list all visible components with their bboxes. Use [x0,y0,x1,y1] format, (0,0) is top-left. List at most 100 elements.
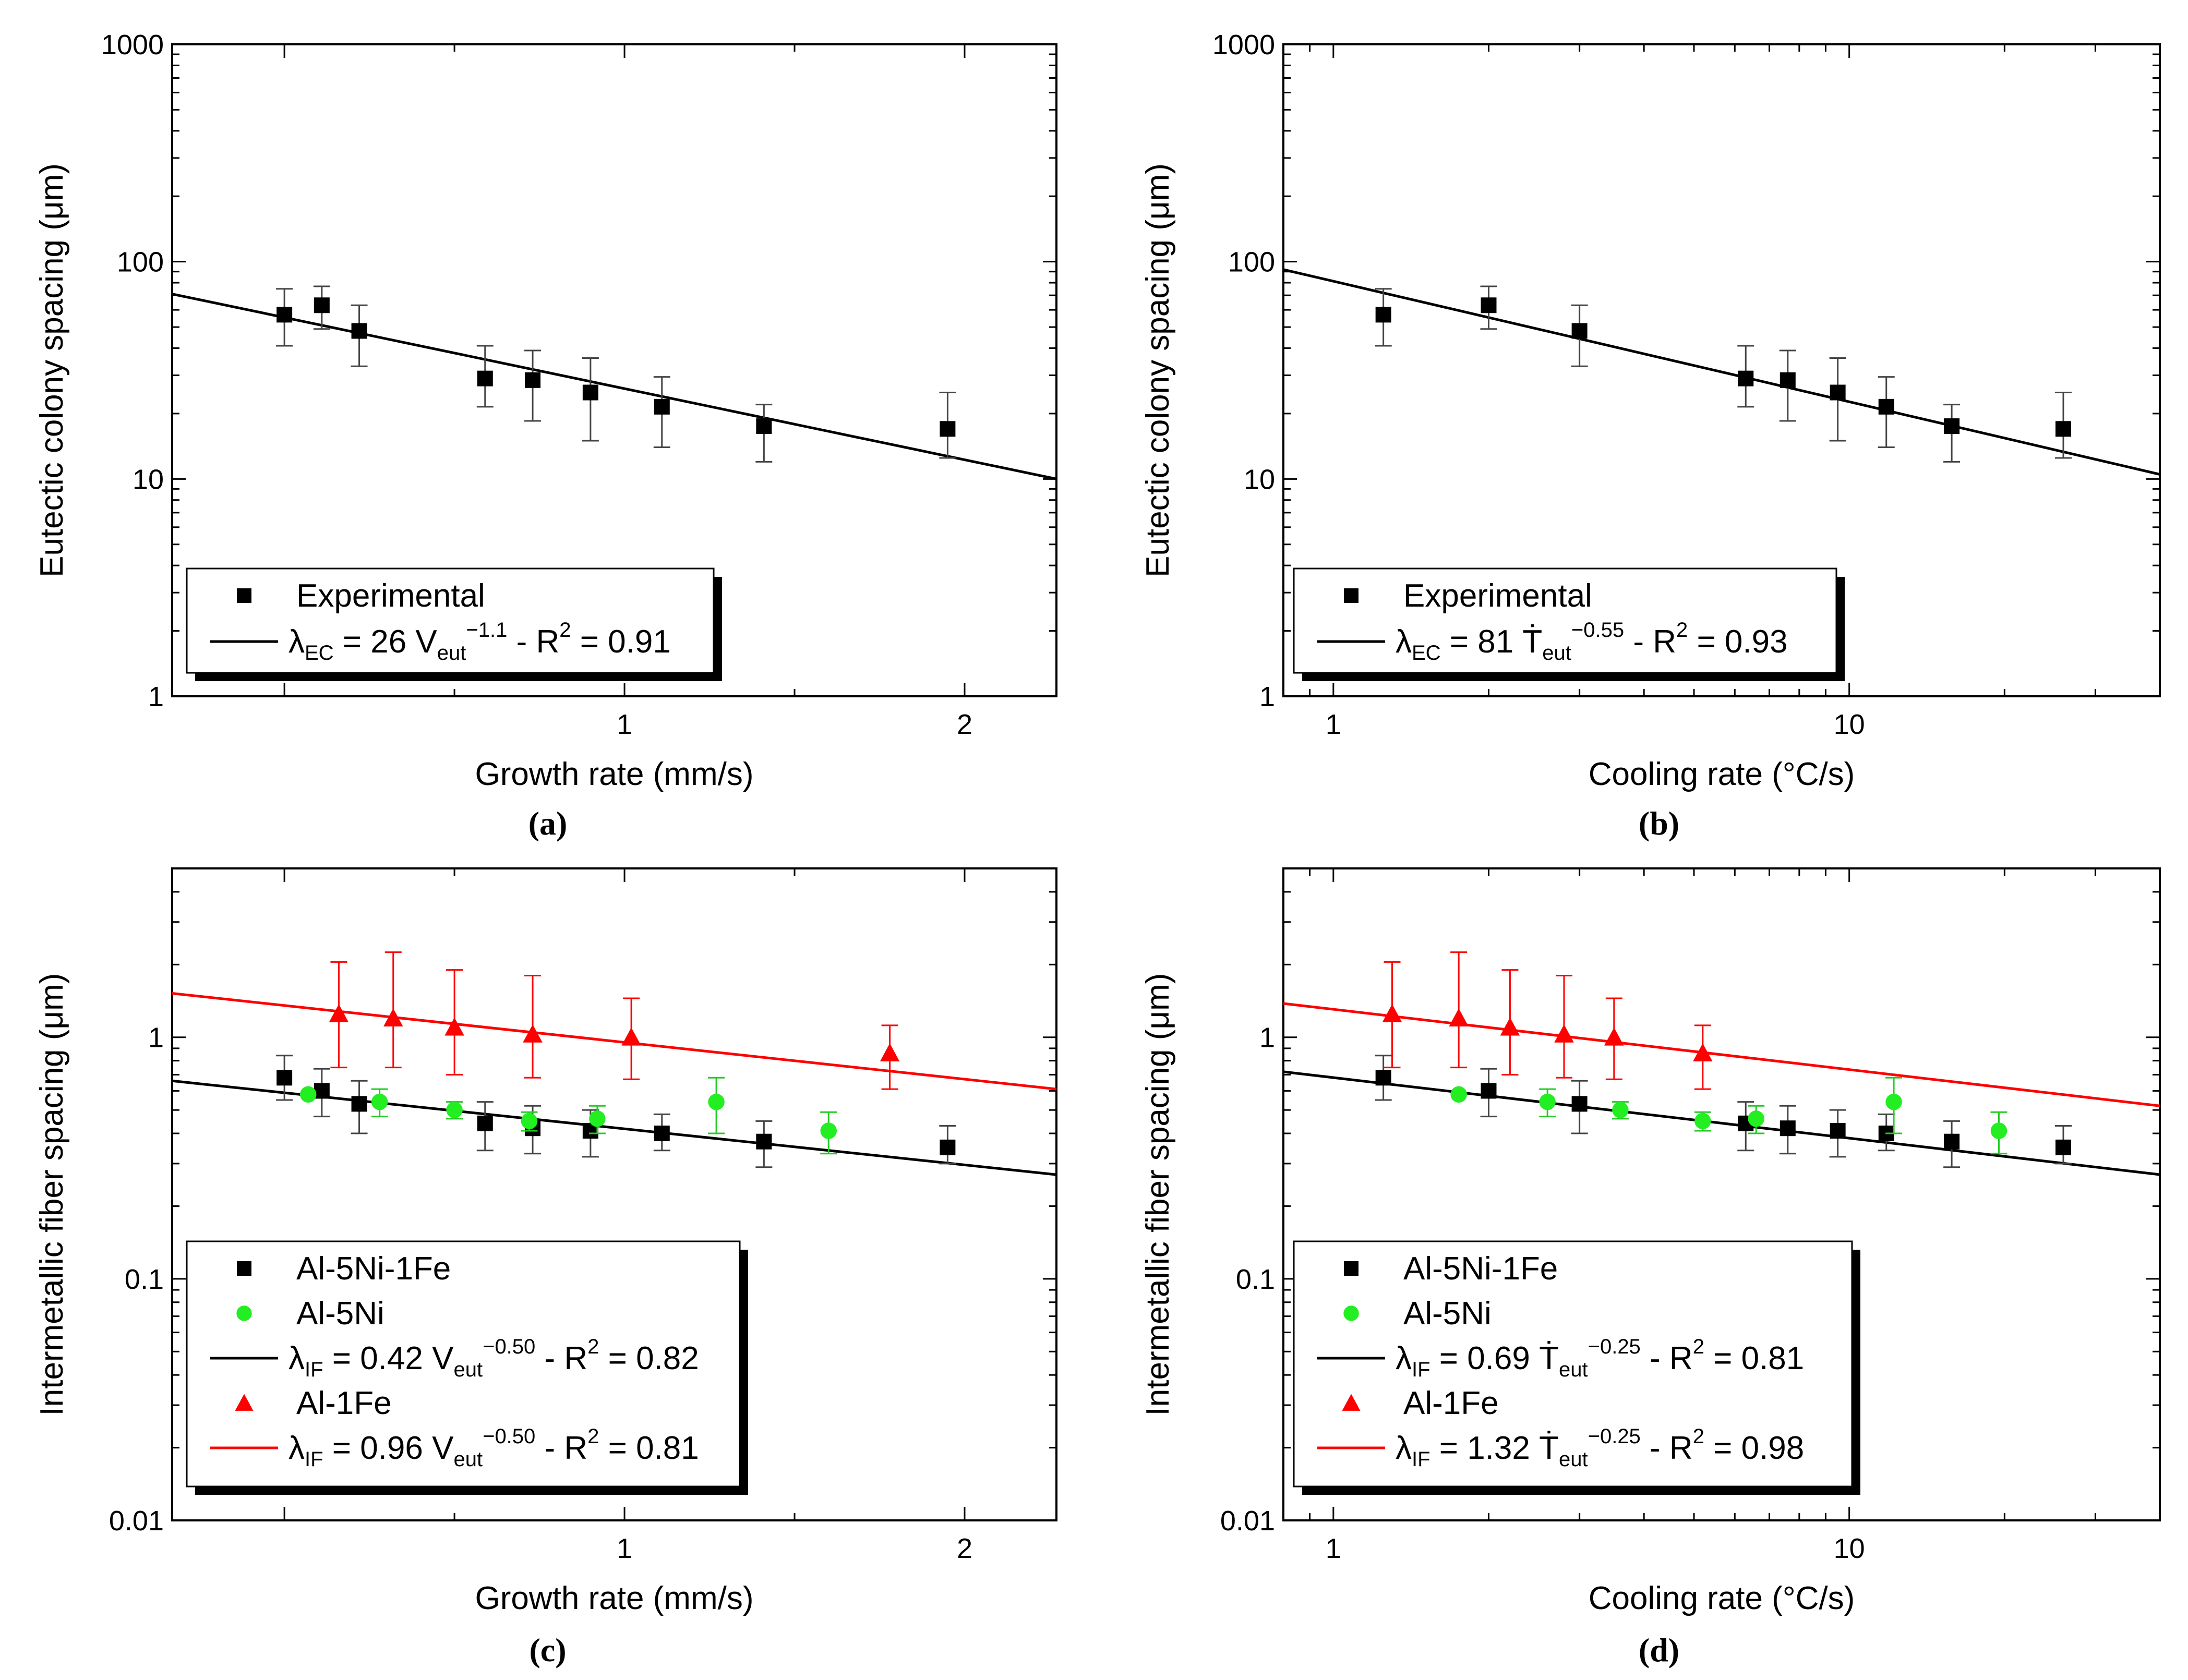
legend: Experimental λEC = 81 Ṫeut−0.55 - R2 = 0.… [1293,567,1845,681]
eq-symbol: λ [288,1430,305,1466]
plot-frame [1282,43,2161,697]
legend-label: Experimental [296,578,485,614]
eq-body: = 26 V [334,624,438,660]
legend-equation: λEC = 81 Ṫeut−0.55 - R2 = 0.93 [1396,619,1788,664]
point-al-5ni [820,1122,837,1139]
point-al-5ni-1fe [1944,1133,1960,1150]
eq-subscript: EC [1412,642,1441,664]
plot-frame [1282,867,2161,1521]
point-al-5ni-1fe [351,1096,367,1112]
eq-subscript: eut [1559,1358,1588,1381]
point-al-1fe [1382,1004,1402,1022]
eq-body: = 0.96 V [323,1430,454,1466]
x-tick-label: 1 [617,709,632,740]
y-tick-label: 100 [1228,247,1275,278]
legend-marker [236,1306,252,1321]
panel-label: (a) [528,805,568,842]
legend-label: Al-5Ni [296,1296,384,1332]
legend-marker [237,1261,251,1276]
eq-superscript: −0.50 [483,1335,535,1358]
eq-body: - R [535,1340,587,1376]
x-tick-label: 10 [1834,709,1865,740]
eq-subscript: IF [1412,1448,1430,1471]
eq-subscript: eut [453,1358,483,1381]
eq-symbol: λ [288,624,305,660]
legend-label: Al-5Ni-1Fe [296,1251,451,1287]
eq-subscript: IF [305,1448,323,1471]
eq-superscript: −0.55 [1571,619,1624,642]
point-experimental [477,370,493,386]
legend-marker [1344,1261,1359,1276]
point-al-5ni-1fe [477,1115,493,1131]
eq-subscript: eut [1542,642,1571,664]
plot-frame [171,43,1057,697]
eq-symbol: λ [1396,1430,1412,1466]
point-al-5ni-1fe [1780,1120,1796,1137]
y-tick-label: 0.01 [1220,1505,1275,1537]
point-al-1fe [523,1024,543,1043]
point-al-5ni [708,1093,725,1110]
panel-label: (b) [1639,805,1679,842]
y-tick-label: 1000 [1212,29,1275,61]
legend-box [186,567,715,674]
eq-superscript: 2 [587,1425,599,1448]
plot-area [1283,268,2160,476]
eq-symbol: λ [1396,624,1412,660]
eq-body: = 0.93 [1688,624,1787,660]
point-al-1fe [1554,1024,1574,1043]
point-al-5ni [589,1110,606,1127]
point-al-5ni-1fe [314,1083,330,1099]
x-tick-label: 2 [957,1533,972,1564]
x-axis-title: Growth rate (mm/s) [475,1580,754,1616]
eq-subscript: IF [1412,1358,1430,1381]
plot-area [172,951,1056,1176]
point-al-5ni-1fe [1830,1123,1846,1139]
legend-box [1293,1240,1853,1488]
eq-superscript: 2 [559,619,571,642]
point-al-5ni [1885,1093,1902,1110]
y-axis-title: Eutectic colony spacing (μm) [34,163,70,577]
legend-equation: λIF = 0.96 Veut−0.50 - R2 = 0.81 [288,1425,699,1471]
point-al-1fe [1500,1017,1520,1036]
point-al-5ni-1fe [756,1133,772,1150]
fit-line [1283,1070,2160,1176]
point-al-1fe [880,1043,900,1061]
point-al-1fe [329,1004,349,1022]
y-tick-label: 100 [117,247,164,278]
y-tick-label: 1 [1259,1022,1275,1054]
legend-marker [1344,588,1359,603]
eq-superscript: −0.50 [483,1425,535,1448]
point-al-1fe [1604,1027,1624,1046]
point-al-5ni [1990,1122,2007,1139]
legend-label: Experimental [1403,578,1592,614]
y-tick-label: 1 [148,681,164,712]
point-experimental [582,384,598,401]
eq-body: - R [1624,624,1676,660]
eq-subscript: IF [305,1358,323,1381]
point-al-5ni-1fe [654,1126,670,1142]
point-experimental [1375,307,1391,323]
point-al-5ni-1fe [1375,1070,1391,1086]
point-experimental [1738,370,1754,386]
point-al-1fe [444,1017,464,1036]
y-tick-label: 0.1 [125,1264,164,1295]
panel-c: 0.01 0.1 1 1 2 Growth rate (mm/s) Intermetalli… [34,867,1057,1669]
y-axis-title: Eutectic colony spacing (μm) [1140,163,1176,577]
point-experimental [276,307,293,323]
point-al-5ni [300,1086,317,1103]
point-al-5ni-1fe [2055,1139,2072,1155]
point-experimental [351,323,367,339]
legend-box [1293,567,1837,674]
point-experimental [1878,398,1894,415]
legend-marker [237,588,251,603]
panel-d: 0.01 0.1 1 1 10 Cooling rate (°C/s) Intermetal… [1140,867,2161,1669]
eq-superscript: 2 [1693,1335,1704,1358]
y-tick-label: 10 [133,464,164,495]
eq-subscript: eut [437,642,466,664]
eq-body: - R [507,624,559,660]
x-axis-title: Growth rate (mm/s) [475,756,754,792]
legend-box [186,1240,741,1488]
eq-superscript: 2 [587,1335,599,1358]
